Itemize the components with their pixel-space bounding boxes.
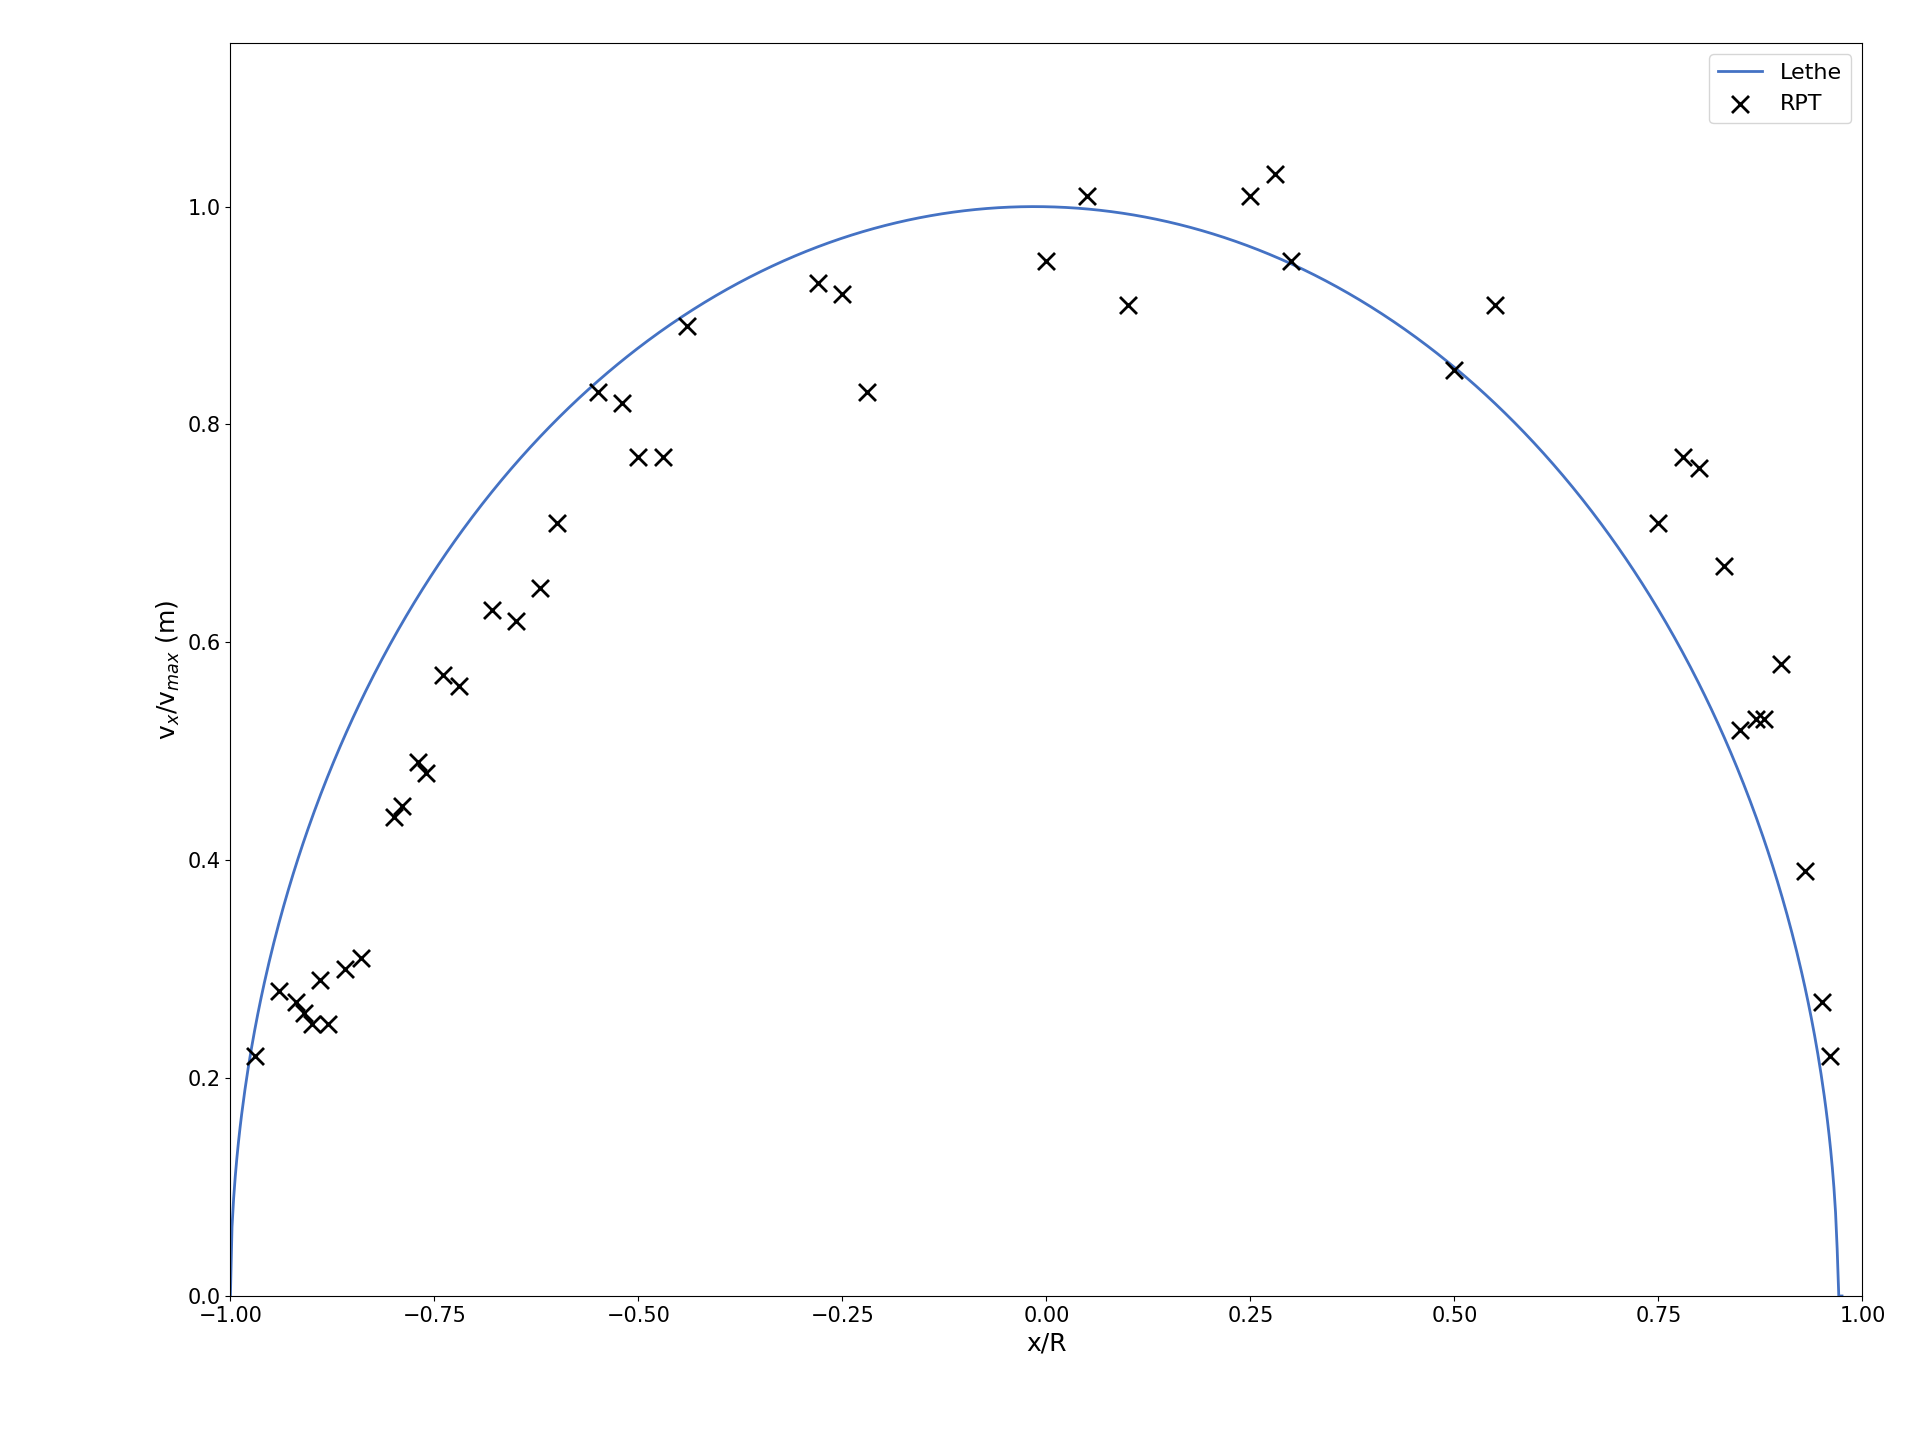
RPT	[1480, 294, 1511, 317]
RPT	[1275, 249, 1306, 272]
RPT	[288, 1001, 319, 1024]
RPT	[852, 380, 883, 403]
Lethe	[384, 626, 407, 644]
RPT	[1766, 652, 1797, 675]
RPT	[403, 750, 434, 773]
RPT	[346, 946, 376, 969]
RPT	[1260, 163, 1290, 186]
RPT	[582, 380, 612, 403]
RPT	[1684, 456, 1715, 480]
RPT	[1709, 554, 1740, 577]
Lethe	[929, 206, 952, 223]
RPT	[526, 576, 557, 599]
RPT	[1724, 719, 1755, 742]
RPT	[1235, 184, 1265, 207]
Lethe	[1476, 389, 1500, 406]
RPT	[476, 598, 507, 621]
RPT	[1807, 991, 1837, 1014]
RPT	[1114, 294, 1144, 317]
Lethe	[219, 1287, 242, 1305]
Line: Lethe: Lethe	[230, 206, 1841, 1296]
RPT	[428, 664, 459, 687]
RPT	[1071, 184, 1102, 207]
Y-axis label: v$_x$/v$_{max}$ (m): v$_x$/v$_{max}$ (m)	[156, 599, 182, 740]
RPT	[501, 609, 532, 632]
RPT	[1749, 707, 1780, 730]
Lethe	[870, 217, 893, 235]
Legend: Lethe, RPT: Lethe, RPT	[1709, 55, 1851, 124]
RPT	[647, 445, 678, 468]
RPT	[1667, 445, 1699, 468]
RPT	[541, 511, 572, 534]
Lethe	[1327, 279, 1350, 297]
RPT	[1814, 1045, 1845, 1068]
RPT	[1031, 249, 1062, 272]
RPT	[672, 315, 703, 338]
RPT	[1440, 359, 1471, 382]
Lethe	[1021, 197, 1044, 215]
RPT	[240, 1045, 271, 1068]
RPT	[313, 1012, 344, 1035]
RPT	[803, 271, 833, 294]
RPT	[298, 1012, 328, 1035]
RPT	[265, 979, 296, 1002]
RPT	[1644, 511, 1674, 534]
RPT	[444, 674, 474, 697]
X-axis label: x/R: x/R	[1025, 1331, 1068, 1355]
RPT	[1741, 707, 1772, 730]
RPT	[280, 991, 311, 1014]
Lethe	[1505, 418, 1528, 435]
RPT	[411, 762, 442, 785]
RPT	[607, 392, 637, 415]
RPT	[622, 445, 653, 468]
RPT	[828, 282, 858, 305]
RPT	[305, 969, 336, 992]
RPT	[1789, 860, 1820, 883]
RPT	[330, 958, 361, 981]
Lethe	[1830, 1287, 1853, 1305]
RPT	[378, 805, 409, 828]
RPT	[386, 795, 417, 818]
